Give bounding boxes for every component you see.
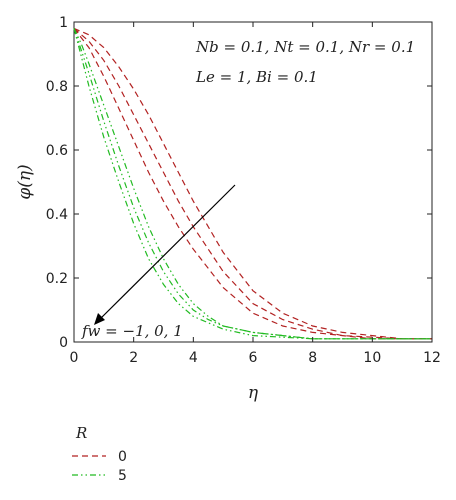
- series-line-r5-fw0: [73, 28, 432, 340]
- tick-layer: 0 2 4 6 8 10 12 0 0.2 0.4 0.6 0.8 1: [46, 15, 441, 366]
- fw-arrow-label: fw = −1, 0, 1: [81, 322, 183, 340]
- legend-label-r0: 0: [118, 449, 127, 465]
- x-tick-label: 0: [70, 350, 79, 366]
- series-line-r5-fw1: [73, 28, 432, 340]
- x-axis-title: η: [248, 383, 259, 403]
- y-tick-label: 0.2: [46, 271, 68, 287]
- series-line-r0-fw0: [73, 27, 432, 340]
- legend: R 0 5: [72, 424, 127, 484]
- y-axis-title: φ(η): [15, 164, 35, 199]
- x-tick-label: 10: [363, 350, 381, 366]
- params-annotation-2: Le = 1, Bi = 0.1: [195, 68, 318, 86]
- series-line-r0-fw-1: [73, 27, 432, 340]
- y-tick-label: 0.6: [46, 143, 68, 159]
- legend-label-r5: 5: [118, 468, 127, 484]
- fw-arrow: [94, 184, 236, 325]
- arrow-head-icon: [94, 313, 105, 325]
- x-tick-label: 4: [189, 350, 198, 366]
- x-tick-label: 12: [423, 350, 441, 366]
- x-tick-label: 2: [129, 350, 138, 366]
- y-tick-label: 0.4: [46, 207, 68, 223]
- legend-title: R: [75, 424, 87, 442]
- x-tick-label: 8: [308, 350, 317, 366]
- params-annotation-1: Nb = 0.1, Nt = 0.1, Nr = 0.1: [195, 38, 415, 56]
- y-tick-label: 1: [59, 15, 68, 31]
- x-tick-label: 6: [249, 350, 258, 366]
- y-tick-label: 0: [59, 335, 68, 351]
- series-line-r0-fw1: [73, 28, 432, 340]
- series-layer: [73, 27, 432, 340]
- y-tick-label: 0.8: [46, 79, 68, 95]
